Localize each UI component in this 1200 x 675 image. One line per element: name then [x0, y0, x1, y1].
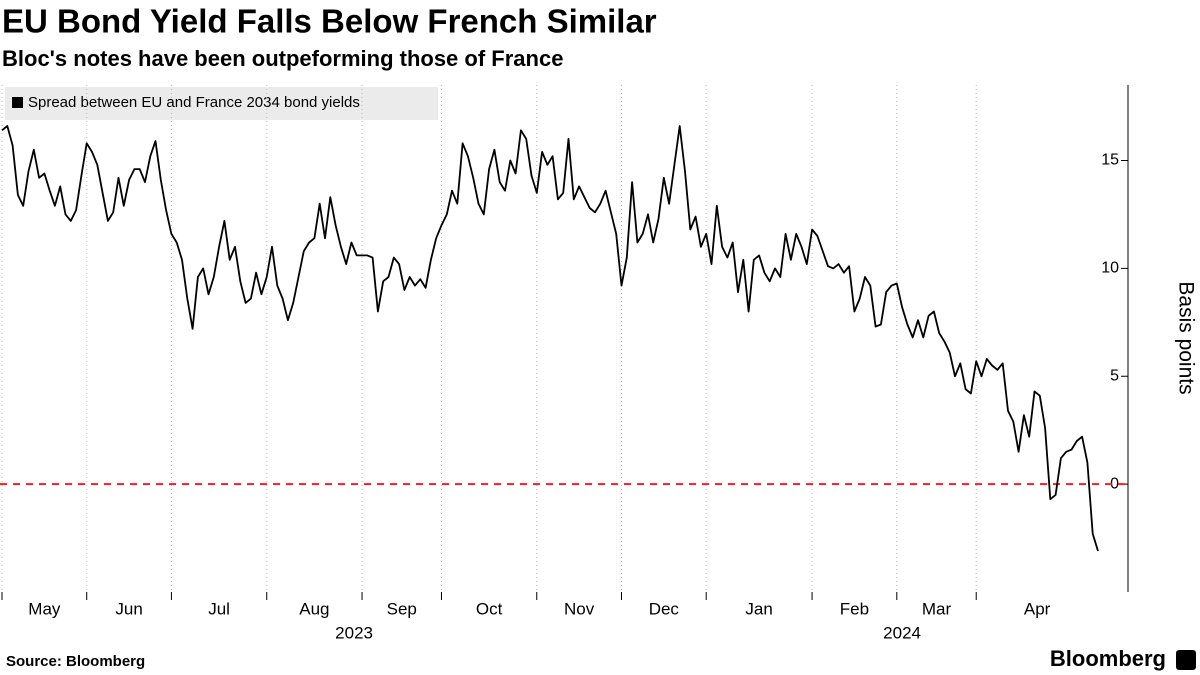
x-group-label: 2023	[335, 623, 373, 642]
x-tick-label: Sep	[387, 599, 417, 618]
legend-box	[5, 87, 438, 120]
x-tick-label: Feb	[840, 599, 869, 618]
x-group-label: 2024	[883, 623, 921, 642]
legend-label: Spread between EU and France 2034 bond y…	[28, 94, 360, 111]
y-tick-label: 10	[1101, 260, 1119, 277]
y-tick-label: 0	[1110, 475, 1119, 492]
x-tick-label: Jul	[208, 599, 230, 618]
legend-swatch	[12, 97, 23, 108]
chart-subtitle: Bloc's notes have been outpeforming thos…	[2, 46, 563, 71]
x-tick-label: Dec	[649, 599, 680, 618]
x-tick-label: May	[28, 599, 61, 618]
chart-title: EU Bond Yield Falls Below French Similar	[2, 3, 657, 40]
y-axis-label: Basis points	[1174, 281, 1197, 394]
data-line	[1, 125, 1099, 552]
y-tick-label: 5	[1110, 367, 1119, 384]
x-tick-label: Apr	[1024, 599, 1051, 618]
x-tick-label: Aug	[299, 599, 329, 618]
x-tick-label: Jan	[745, 599, 772, 618]
brand-icon	[1176, 650, 1196, 670]
brand: Bloomberg	[1050, 646, 1166, 671]
x-tick-label: Jun	[115, 599, 142, 618]
x-tick-label: Nov	[564, 599, 595, 618]
x-tick-label: Mar	[922, 599, 952, 618]
source: Source: Bloomberg	[6, 653, 145, 670]
y-tick-label: 15	[1101, 152, 1119, 169]
x-tick-label: Oct	[476, 599, 503, 618]
